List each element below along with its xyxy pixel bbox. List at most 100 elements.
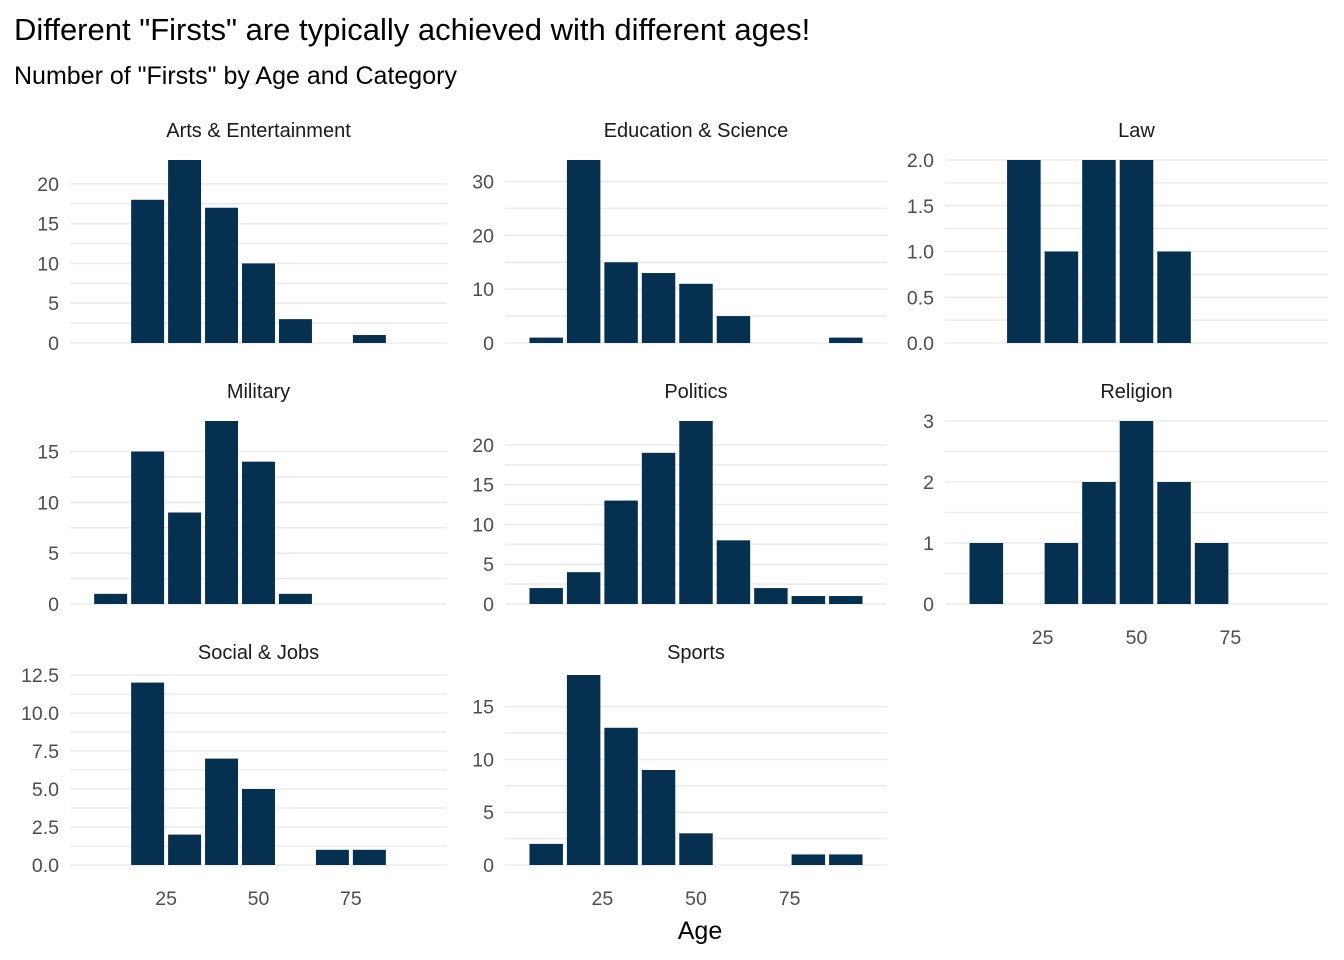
x-tick-label: 50: [248, 888, 270, 910]
x-tick-label: 50: [685, 888, 707, 910]
bar: [829, 596, 863, 604]
y-tick-label: 10: [37, 253, 59, 275]
y-tick-label: 0: [48, 333, 59, 355]
bar: [1044, 251, 1079, 343]
y-tick-label: 1.5: [907, 196, 934, 218]
panel-social-jobs: Social & Jobs 0.0 2.5 5.0 7.5 10.0 12.5 25 50 75: [21, 642, 447, 910]
y-tick-label: 10: [37, 492, 59, 514]
y-tick-label: 0: [48, 594, 59, 616]
y-tick-label: 2.5: [32, 817, 59, 839]
bar: [168, 512, 202, 604]
bar: [278, 593, 312, 604]
bar: [529, 337, 563, 343]
bar: [131, 451, 165, 604]
panel-military: Military 0 5 10 15: [37, 381, 447, 616]
bar: [242, 263, 275, 343]
y-tick-label: 15: [472, 475, 494, 497]
y-tick-label: 12.5: [21, 665, 59, 687]
bar: [205, 758, 239, 865]
bar: [242, 789, 275, 865]
bar: [829, 854, 863, 865]
panel-strip-label: Religion: [1100, 381, 1172, 403]
panel-strip-label: Politics: [664, 381, 727, 403]
x-tick-label: 75: [340, 888, 362, 910]
bar: [242, 461, 275, 604]
bar: [131, 682, 165, 865]
bar: [94, 593, 128, 604]
panel-law: Law 0.0 0.5 1.0 1.5 2.0: [907, 120, 1328, 355]
bar: [829, 337, 863, 343]
x-axis-title: Age: [678, 917, 722, 945]
y-tick-label: 10: [472, 279, 494, 301]
y-tick-label: 0: [483, 594, 494, 616]
bar: [168, 160, 202, 343]
y-tick-label: 10.0: [21, 703, 59, 725]
bar: [1157, 482, 1191, 604]
bar: [679, 283, 713, 343]
bar: [754, 588, 788, 604]
y-tick-label: 20: [472, 225, 494, 247]
bar: [604, 262, 638, 343]
y-tick-label: 10: [472, 749, 494, 771]
bar: [641, 770, 676, 865]
x-tick-label: 25: [1032, 627, 1054, 649]
y-tick-label: 15: [37, 214, 59, 236]
y-tick-label: 0: [923, 594, 934, 616]
bar: [205, 207, 239, 343]
panel-religion: Religion 0 1 2 3 25 50 75: [923, 381, 1328, 649]
panel-education-science: Education & Science 0 10 20 30: [472, 120, 887, 355]
bar: [315, 849, 349, 865]
panel-strip-label: Arts & Entertainment: [166, 120, 351, 142]
chart-title: Different "Firsts" are typically achieve…: [14, 12, 810, 47]
y-tick-label: 7.5: [32, 741, 59, 763]
panel-strip-label: Sports: [667, 642, 725, 664]
panel-strip-label: Law: [1118, 120, 1155, 142]
bar: [1007, 160, 1041, 343]
y-tick-label: 2: [923, 472, 934, 494]
y-tick-label: 5: [483, 554, 494, 576]
panel-politics: Politics 0 5 10 15 20: [472, 381, 887, 616]
bar: [641, 452, 676, 604]
y-tick-label: 0: [483, 855, 494, 877]
bar: [1157, 251, 1191, 343]
bar: [679, 421, 713, 604]
bar: [529, 843, 563, 865]
y-tick-label: 30: [472, 172, 494, 194]
y-tick-label: 5: [48, 293, 59, 315]
bar: [969, 543, 1004, 604]
bar: [716, 540, 751, 604]
x-tick-label: 75: [1220, 627, 1242, 649]
y-tick-label: 3: [923, 411, 934, 433]
bar: [566, 675, 601, 865]
x-tick-label: 50: [1126, 627, 1148, 649]
bar: [566, 572, 601, 604]
bar: [352, 849, 386, 865]
bar: [1082, 160, 1116, 343]
panel-strip-label: Social & Jobs: [198, 642, 319, 664]
x-tick-label: 25: [155, 888, 177, 910]
y-tick-label: 0.0: [32, 855, 59, 877]
bar: [716, 316, 751, 343]
x-tick-label: 75: [779, 888, 801, 910]
bar: [791, 854, 826, 865]
y-tick-label: 15: [472, 697, 494, 719]
bar: [1119, 421, 1154, 604]
bar: [278, 319, 312, 343]
bar: [168, 834, 202, 865]
y-tick-label: 5.0: [32, 779, 59, 801]
y-tick-label: 5: [483, 802, 494, 824]
y-tick-label: 20: [37, 174, 59, 196]
bar: [205, 421, 239, 604]
bar: [1194, 543, 1229, 604]
panel-sports: Sports 0 5 10 15 25 50 75: [472, 642, 887, 910]
y-tick-label: 1: [923, 533, 934, 555]
y-tick-label: 20: [472, 435, 494, 457]
bar: [1119, 160, 1154, 343]
y-tick-label: 5: [48, 543, 59, 565]
bar: [641, 273, 676, 343]
y-tick-label: 15: [37, 442, 59, 464]
bar: [566, 160, 601, 343]
y-tick-label: 10: [472, 514, 494, 536]
bar: [1044, 543, 1079, 604]
